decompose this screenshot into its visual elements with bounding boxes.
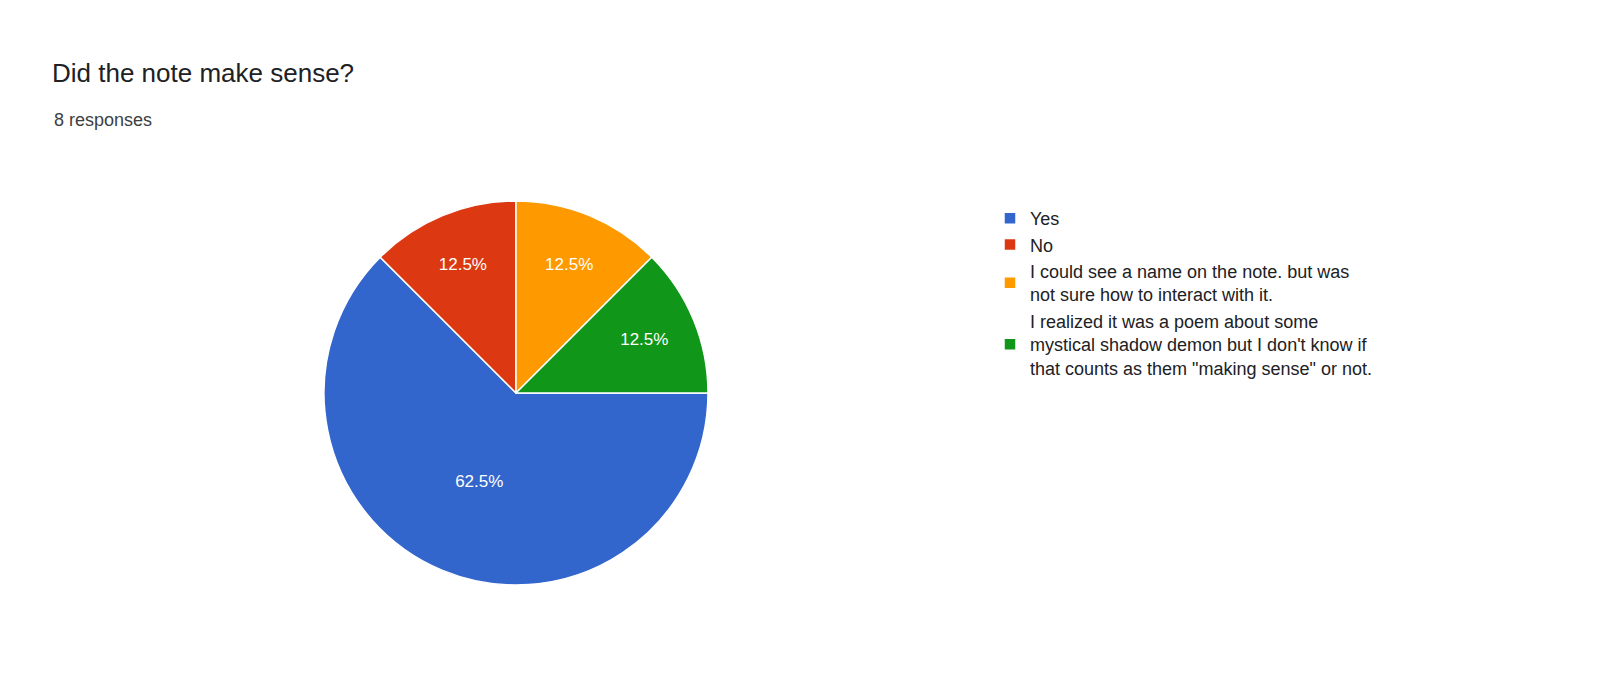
svg-text:I realized it was a poem about: I realized it was a poem about somemysti… <box>1030 312 1372 379</box>
svg-text:No: No <box>1030 236 1053 256</box>
svg-text:62.5%: 62.5% <box>455 472 503 491</box>
svg-text:Did the note make sense?: Did the note make sense? <box>52 58 354 88</box>
svg-text:I could see a name on the note: I could see a name on the note. but wasn… <box>1030 262 1349 305</box>
svg-text:Yes: Yes <box>1030 209 1059 229</box>
svg-text:8 responses: 8 responses <box>54 110 152 130</box>
svg-text:12.5%: 12.5% <box>620 330 668 349</box>
svg-text:12.5%: 12.5% <box>439 255 487 274</box>
svg-text:12.5%: 12.5% <box>545 255 593 274</box>
